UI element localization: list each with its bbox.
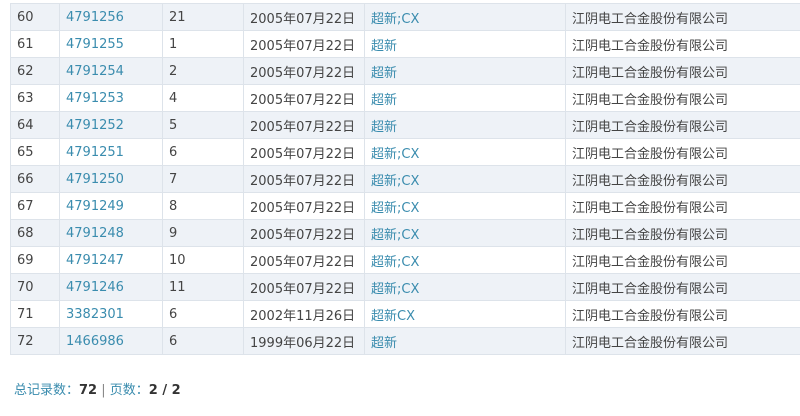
application-date: 2005年07月22日: [243, 273, 365, 301]
row-number: 67: [10, 192, 60, 220]
application-date: 2005年07月22日: [243, 84, 365, 112]
class-number: 10: [162, 246, 244, 274]
class-number: 8: [162, 192, 244, 220]
registration-number-link[interactable]: 4791251: [59, 138, 163, 166]
application-date: 2005年07月22日: [243, 192, 365, 220]
status-link[interactable]: 超新: [364, 57, 566, 85]
status-link[interactable]: 超新;CX: [364, 165, 566, 193]
class-number: 4: [162, 84, 244, 112]
separator: |: [101, 383, 106, 398]
applicant-name: 江阴电工合金股份有限公司: [565, 30, 800, 58]
row-number: 62: [10, 57, 60, 85]
registration-number-link[interactable]: 4791248: [59, 219, 163, 247]
table-row: 71 3382301 6 2002年11月26日 超新CX 江阴电工合金股份有限公司: [10, 300, 800, 328]
table-row: 69 4791247 10 2005年07月22日 超新;CX 江阴电工合金股份有限公司: [10, 246, 800, 274]
row-number: 69: [10, 246, 60, 274]
status-link[interactable]: 超新: [364, 84, 566, 112]
applicant-name: 江阴电工合金股份有限公司: [565, 165, 800, 193]
application-date: 2005年07月22日: [243, 219, 365, 247]
application-date: 2005年07月22日: [243, 138, 365, 166]
table-row: 62 4791254 2 2005年07月22日 超新 江阴电工合金股份有限公司: [10, 57, 800, 85]
class-number: 6: [162, 300, 244, 328]
table-row: 66 4791250 7 2005年07月22日 超新;CX 江阴电工合金股份有限公司: [10, 165, 800, 193]
status-link[interactable]: 超新;CX: [364, 219, 566, 247]
application-date: 2005年07月22日: [243, 30, 365, 58]
row-number: 66: [10, 165, 60, 193]
applicant-name: 江阴电工合金股份有限公司: [565, 192, 800, 220]
application-date: 2005年07月22日: [243, 57, 365, 85]
row-number: 64: [10, 111, 60, 139]
status-link[interactable]: 超新;CX: [364, 192, 566, 220]
row-number: 65: [10, 138, 60, 166]
applicant-name: 江阴电工合金股份有限公司: [565, 111, 800, 139]
row-number: 72: [10, 327, 60, 355]
class-number: 9: [162, 219, 244, 247]
class-number: 1: [162, 30, 244, 58]
results-table: 60 4791256 21 2005年07月22日 超新;CX 江阴电工合金股份有限公司 6…: [10, 3, 800, 355]
applicant-name: 江阴电工合金股份有限公司: [565, 246, 800, 274]
application-date: 1999年06月22日: [243, 327, 365, 355]
table-row: 60 4791256 21 2005年07月22日 超新;CX 江阴电工合金股份有限公司: [10, 3, 800, 31]
row-number: 70: [10, 273, 60, 301]
registration-number-link[interactable]: 4791254: [59, 57, 163, 85]
registration-number-link[interactable]: 3382301: [59, 300, 163, 328]
registration-number-link[interactable]: 1466986: [59, 327, 163, 355]
table-row: 61 4791255 1 2005年07月22日 超新 江阴电工合金股份有限公司: [10, 30, 800, 58]
table-row: 68 4791248 9 2005年07月22日 超新;CX 江阴电工合金股份有限公司: [10, 219, 800, 247]
class-number: 6: [162, 138, 244, 166]
applicant-name: 江阴电工合金股份有限公司: [565, 57, 800, 85]
pagination-summary: 总记录数：72 | 页数：2 / 2: [14, 379, 181, 398]
total-label: 总记录数：: [14, 383, 80, 398]
total-count: 72: [79, 383, 98, 398]
class-number: 21: [162, 3, 244, 31]
table-row: 67 4791249 8 2005年07月22日 超新;CX 江阴电工合金股份有限公司: [10, 192, 800, 220]
table-row: 65 4791251 6 2005年07月22日 超新;CX 江阴电工合金股份有限公司: [10, 138, 800, 166]
table-row: 72 1466986 6 1999年06月22日 超新 江阴电工合金股份有限公司: [10, 327, 800, 355]
status-link[interactable]: 超新: [364, 30, 566, 58]
registration-number-link[interactable]: 4791252: [59, 111, 163, 139]
registration-number-link[interactable]: 4791250: [59, 165, 163, 193]
application-date: 2002年11月26日: [243, 300, 365, 328]
class-number: 2: [162, 57, 244, 85]
applicant-name: 江阴电工合金股份有限公司: [565, 273, 800, 301]
row-number: 63: [10, 84, 60, 112]
class-number: 11: [162, 273, 244, 301]
table-row: 64 4791252 5 2005年07月22日 超新 江阴电工合金股份有限公司: [10, 111, 800, 139]
applicant-name: 江阴电工合金股份有限公司: [565, 138, 800, 166]
class-number: 5: [162, 111, 244, 139]
status-link[interactable]: 超新;CX: [364, 138, 566, 166]
row-number: 61: [10, 30, 60, 58]
registration-number-link[interactable]: 4791247: [59, 246, 163, 274]
application-date: 2005年07月22日: [243, 165, 365, 193]
status-link[interactable]: 超新;CX: [364, 273, 566, 301]
status-link[interactable]: 超新: [364, 327, 566, 355]
application-date: 2005年07月22日: [243, 246, 365, 274]
registration-number-link[interactable]: 4791246: [59, 273, 163, 301]
applicant-name: 江阴电工合金股份有限公司: [565, 219, 800, 247]
registration-number-link[interactable]: 4791253: [59, 84, 163, 112]
applicant-name: 江阴电工合金股份有限公司: [565, 3, 800, 31]
table-row: 70 4791246 11 2005年07月22日 超新;CX 江阴电工合金股份有限公司: [10, 273, 800, 301]
table-row: 63 4791253 4 2005年07月22日 超新 江阴电工合金股份有限公司: [10, 84, 800, 112]
pages-label: 页数：: [109, 383, 149, 398]
registration-number-link[interactable]: 4791249: [59, 192, 163, 220]
status-link[interactable]: 超新;CX: [364, 246, 566, 274]
row-number: 60: [10, 3, 60, 31]
applicant-name: 江阴电工合金股份有限公司: [565, 300, 800, 328]
applicant-name: 江阴电工合金股份有限公司: [565, 84, 800, 112]
application-date: 2005年07月22日: [243, 3, 365, 31]
status-link[interactable]: 超新: [364, 111, 566, 139]
row-number: 68: [10, 219, 60, 247]
status-link[interactable]: 超新CX: [364, 300, 566, 328]
row-number: 71: [10, 300, 60, 328]
registration-number-link[interactable]: 4791256: [59, 3, 163, 31]
class-number: 7: [162, 165, 244, 193]
application-date: 2005年07月22日: [243, 111, 365, 139]
class-number: 6: [162, 327, 244, 355]
page-count: 2 / 2: [148, 383, 181, 398]
registration-number-link[interactable]: 4791255: [59, 30, 163, 58]
status-link[interactable]: 超新;CX: [364, 3, 566, 31]
applicant-name: 江阴电工合金股份有限公司: [565, 327, 800, 355]
